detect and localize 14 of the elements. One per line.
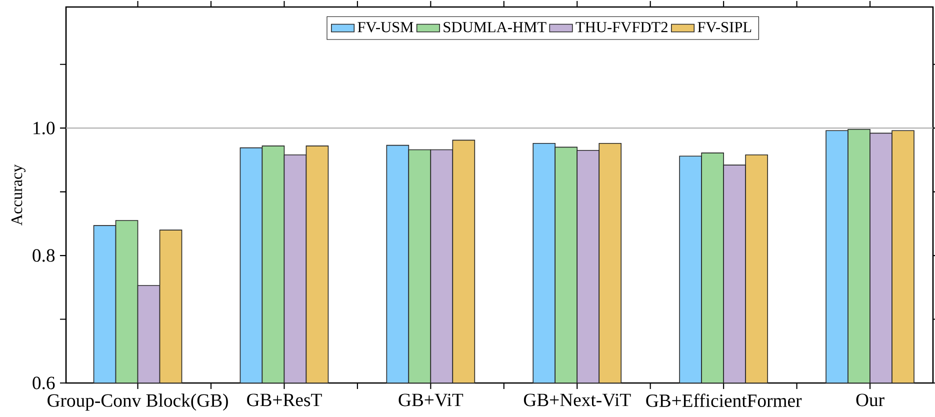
y-tick-label: 0.8	[32, 249, 55, 262]
x-tick-label: GB+ResT	[247, 394, 322, 406]
x-tick-label: GB+EfficientFormer	[646, 394, 802, 408]
legend-label: THU-FVFDT2	[576, 22, 668, 32]
x-tick-label: GB+ViT	[398, 394, 464, 406]
x-tick-label: Our	[856, 394, 884, 406]
y-tick-label: 1.0	[34, 122, 55, 134]
y-tick-label: 0.6	[32, 376, 55, 390]
y-axis-title: Accuracy	[11, 164, 26, 226]
legend-label: SDUMLA-HMT	[444, 22, 546, 32]
x-tick-label: GB+Next-ViT	[524, 394, 631, 406]
legend-label: FV-SIPL	[698, 22, 752, 32]
x-tick-label: Group-Conv Block(GB)	[48, 394, 228, 411]
legend-label: FV-USM	[358, 22, 414, 32]
